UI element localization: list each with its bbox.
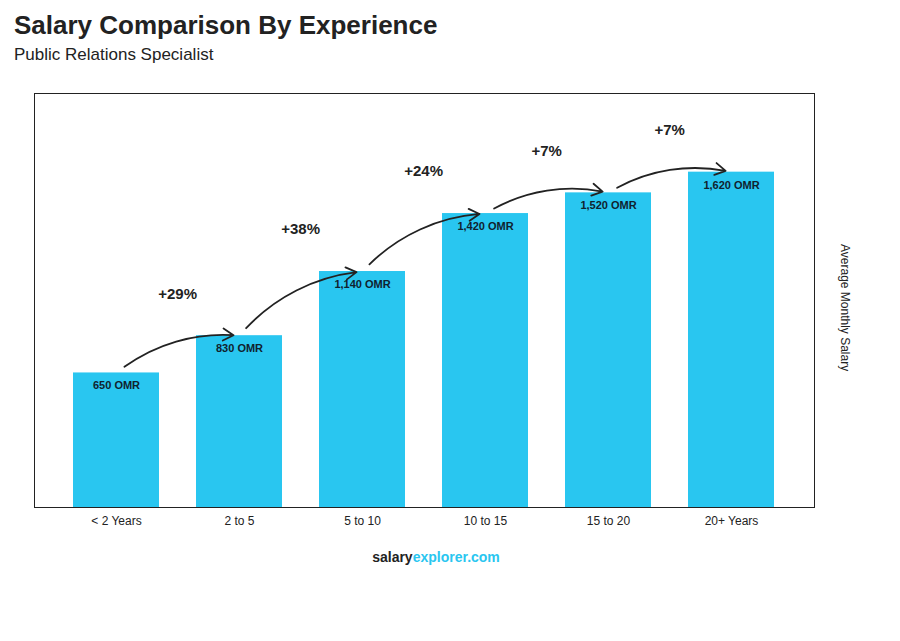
html-text:salary explorer.com: salary explorer.com (372, 549, 500, 565)
svg-text:1,140 OMR: 1,140 OMR (334, 278, 390, 290)
svg-text:1,620 OMR: 1,620 OMR (703, 179, 759, 191)
svg-text:10 to 15: 10 to 15 (464, 514, 508, 528)
html-text:Average Monthly Salary: Average Monthly Salary (838, 244, 852, 372)
svg-text:5 to 10: 5 to 10 (344, 514, 381, 528)
html-text:Public Relations Specialist: Public Relations Specialist (14, 45, 214, 64)
svg-text:20+ Years: 20+ Years (705, 514, 759, 528)
svg-text:2 to 5: 2 to 5 (224, 514, 254, 528)
svg-text:+38%: +38% (281, 220, 320, 237)
svg-text:650 OMR: 650 OMR (93, 379, 140, 391)
svg-text:1,520 OMR: 1,520 OMR (580, 199, 636, 211)
svg-text:+7%: +7% (654, 121, 684, 138)
svg-text:+29%: +29% (158, 284, 197, 301)
svg-text:+24%: +24% (404, 162, 443, 179)
html-text:Salary Comparison By Experienc: Salary Comparison By Experience (14, 10, 438, 40)
svg-text:15 to 20: 15 to 20 (587, 514, 631, 528)
svg-text:1,420 OMR: 1,420 OMR (457, 220, 513, 232)
svg-text:830 OMR: 830 OMR (216, 342, 263, 354)
svg-text:+7%: +7% (531, 142, 561, 159)
svg-text:< 2 Years: < 2 Years (91, 514, 141, 528)
